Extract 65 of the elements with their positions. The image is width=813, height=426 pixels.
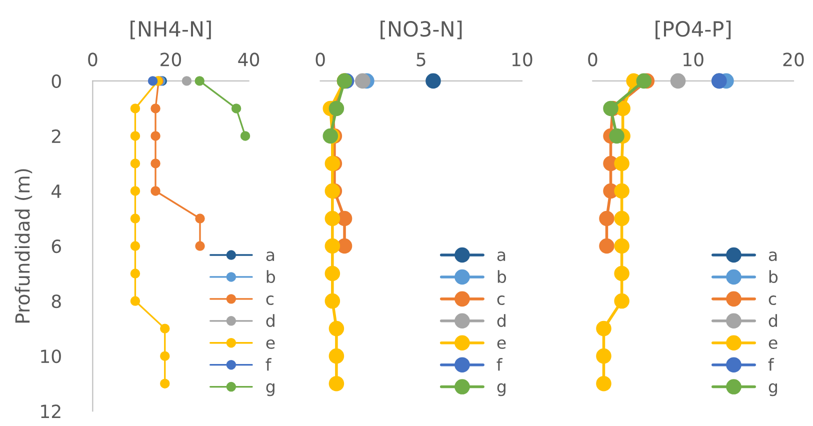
point <box>328 100 344 116</box>
x-tick-label: 10 <box>512 52 532 66</box>
point <box>614 238 630 254</box>
chart-title: [NH4-N] <box>130 20 211 40</box>
y-tick-label: 2 <box>52 129 60 143</box>
x-tick-label: 0 <box>88 52 98 66</box>
legend-label: e <box>266 339 275 349</box>
point <box>609 128 624 144</box>
point <box>599 210 614 226</box>
legend-label: a <box>266 252 274 262</box>
legend-label: c <box>768 295 776 306</box>
legend-label: d <box>768 314 777 327</box>
legend-label: d <box>497 314 506 327</box>
point <box>614 156 630 172</box>
point <box>614 266 630 282</box>
y-tick-label: 6 <box>52 239 61 254</box>
y-tick-label: 8 <box>52 294 61 308</box>
x-tick-label: 0 <box>588 52 598 66</box>
legend-label: f <box>496 358 503 371</box>
legend-label: g <box>768 383 777 396</box>
point <box>599 238 614 254</box>
legend-label: c <box>497 295 504 306</box>
point <box>596 320 612 336</box>
point <box>328 348 344 364</box>
point <box>614 293 630 309</box>
point <box>328 320 344 336</box>
point <box>670 73 686 89</box>
point <box>596 376 612 392</box>
y-tick-label: 12 <box>41 404 60 418</box>
chart-title: [NO3-N] <box>380 20 462 40</box>
y-tick-label: 10 <box>41 350 61 364</box>
point <box>636 73 652 89</box>
legend-label: f <box>266 358 272 371</box>
chart-title: [PO4-P] <box>656 20 731 40</box>
legend-label: a <box>497 252 506 262</box>
legend-label: b <box>498 270 506 284</box>
legend-label: e <box>768 339 778 349</box>
x-tick-label: 5 <box>416 52 426 66</box>
x-tick-label: 0 <box>316 52 325 66</box>
point <box>614 183 630 199</box>
legend-label: d <box>266 314 274 327</box>
x-tick-label: 10 <box>684 52 704 66</box>
point <box>614 210 630 226</box>
legend-label: f <box>768 358 774 371</box>
y-tick-label: 0 <box>52 74 61 88</box>
legend-label: c <box>266 295 274 306</box>
point <box>355 73 370 89</box>
legend-label: b <box>769 270 778 284</box>
legend-label: g <box>266 383 274 396</box>
legend-label: a <box>768 252 777 262</box>
point <box>324 293 340 309</box>
legend-label: b <box>266 270 276 284</box>
y-axis-title: Profundidad (m) <box>14 169 32 323</box>
point <box>324 210 340 226</box>
x-tick-label: 20 <box>160 52 182 66</box>
point <box>426 73 441 89</box>
y-tick-label: 4 <box>52 184 62 198</box>
x-tick-label: 20 <box>783 52 804 66</box>
x-tick-label: 40 <box>238 52 260 66</box>
legend-label: e <box>497 339 506 349</box>
point <box>324 266 340 282</box>
point <box>596 348 612 364</box>
legend-label: g <box>497 383 506 396</box>
point <box>328 376 344 392</box>
point <box>324 238 340 254</box>
